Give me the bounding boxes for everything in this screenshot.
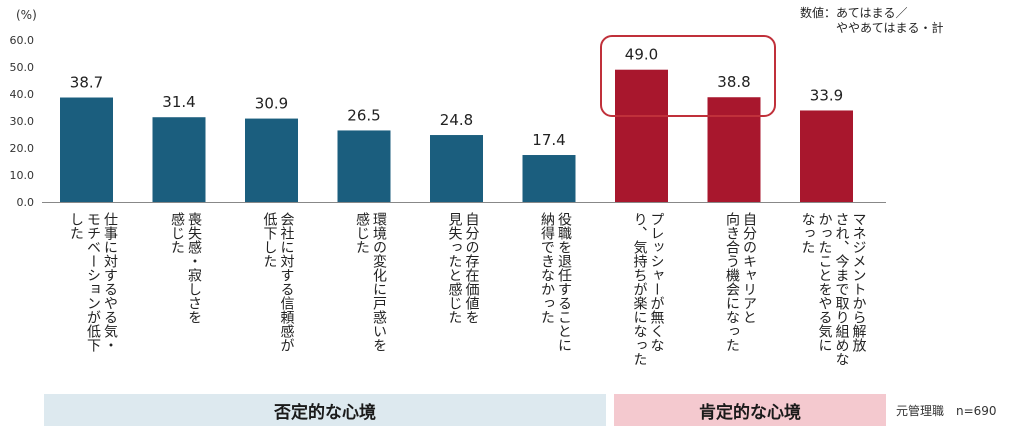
y-tick-label: 10.0 [10,169,35,182]
y-tick-label: 50.0 [10,61,35,74]
category-label: 自分のキャリアと 向き合う機会になった [724,212,757,352]
bar [245,118,298,202]
bar [337,130,391,202]
category-label: 環境の変化に戸惑いを 感じた [354,212,387,352]
category-label: 仕事に対するやる気・ モチベーションが低下 した [68,212,118,352]
category-label: 自分の存在価値を 見失ったと感じた [446,212,480,324]
data-label: 31.4 [162,93,195,111]
bar [522,155,576,202]
y-tick-label: 0.0 [17,196,35,209]
category-label: マネジメントから解放 され、今まで取り組めな かったことをやる気に なった [799,212,867,366]
y-tick-label: 60.0 [10,34,35,47]
bar [152,117,206,202]
bar [615,69,668,202]
bar [60,97,113,202]
category-label: 喪失感・寂しさを 感じた [169,212,202,324]
y-tick-label: 20.0 [10,142,35,155]
value-note: 数値：あてはまる／ ややあてはまる・計 [800,6,944,35]
data-label: 30.9 [255,95,288,113]
bar [707,97,761,202]
y-tick-label: 40.0 [10,88,35,101]
bar [430,135,483,202]
category-label: 会社に対する信頼感が 低下した [261,212,295,352]
data-label: 24.8 [440,111,473,129]
group-band-positive: 肯定的な心境 [614,394,886,426]
y-tick-label: 30.0 [10,115,35,128]
bar [800,110,853,202]
highlight-frame [600,35,776,117]
data-label: 38.7 [70,74,103,92]
group-band-negative: 否定的な心境 [44,394,606,426]
data-label: 33.9 [810,86,843,104]
y-unit-label: (%) [16,8,37,22]
category-label: 役職を退任することに 納得できなかった [539,212,572,352]
data-label: 49.0 [625,46,658,64]
data-label: 17.4 [532,131,565,149]
category-label: プレッシャーが無くな り、気持ちが楽になった [631,212,665,366]
data-label: 38.8 [717,73,750,91]
data-label: 26.5 [347,106,380,124]
sample-size: 元管理職 n=690 [896,404,997,418]
